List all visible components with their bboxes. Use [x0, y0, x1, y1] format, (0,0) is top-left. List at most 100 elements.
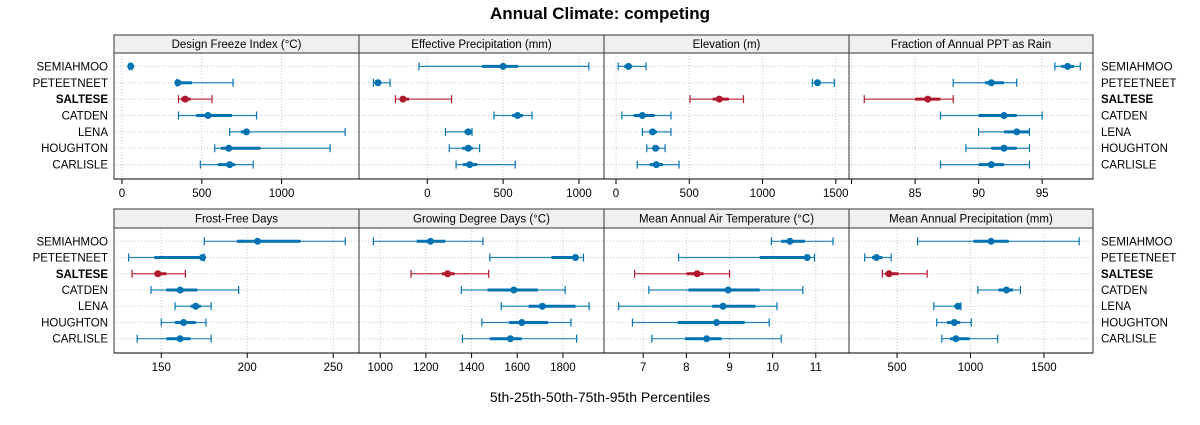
site-carlisle: [651, 334, 782, 343]
site-semiahmoo: [418, 62, 590, 71]
row-label-right: SEMIAHMOO: [1101, 61, 1173, 73]
site-peteetneet: [864, 253, 892, 262]
site-semiahmoo: [617, 62, 647, 71]
row-label-right: CARLISLE: [1101, 334, 1157, 346]
row-label-right: SALTESE: [1101, 269, 1154, 281]
x-tick-label: 7: [640, 362, 646, 374]
site-catden: [977, 286, 1022, 294]
site-catden: [493, 111, 533, 120]
row-label-left: HOUGHTON: [41, 317, 108, 329]
x-tick-label: 0: [613, 188, 619, 200]
row-label-left: LENA: [78, 301, 108, 313]
site-houghton: [214, 144, 331, 153]
x-tick-label: 200: [238, 362, 257, 374]
median-point: [538, 302, 546, 310]
site-saltese: [689, 95, 745, 104]
median-point: [952, 335, 960, 343]
row-label-right: CARLISLE: [1101, 160, 1157, 172]
site-houghton: [646, 144, 666, 153]
x-tick-label: 8: [683, 362, 689, 374]
site-lena: [978, 127, 1031, 136]
x-tick-label: 250: [324, 362, 343, 374]
site-lena: [444, 127, 473, 136]
row-label-left: CATDEN: [62, 111, 108, 123]
site-catden: [621, 111, 672, 120]
site-saltese: [177, 95, 213, 104]
median-point: [464, 144, 472, 152]
chart-title: Annual Climate: competing: [489, 4, 711, 23]
median-point: [199, 254, 207, 262]
row-label-left: LENA: [78, 127, 108, 139]
site-semiahmoo: [917, 237, 1080, 246]
site-semiahmoo: [770, 237, 834, 246]
median-point: [950, 318, 958, 326]
row-label-left: SEMIAHMOO: [36, 61, 108, 73]
site-semiahmoo: [203, 237, 346, 246]
median-point: [181, 95, 189, 103]
median-point: [254, 237, 262, 245]
median-point: [987, 237, 995, 245]
median-point: [1013, 128, 1021, 136]
panel-2: Effective Precipitation (mm) 0 500 1000: [358, 34, 605, 200]
median-point: [652, 161, 660, 169]
site-semiahmoo: [127, 62, 135, 71]
x-tick-label: 500: [494, 188, 513, 200]
median-point: [176, 286, 184, 294]
site-saltese: [881, 269, 928, 278]
panel-8: Mean Annual Precipitation (mm) 500 1000 150…: [848, 208, 1176, 374]
median-point: [464, 128, 472, 136]
panel-strip-title: Elevation (m): [693, 39, 761, 51]
row-label-right: CATDEN: [1101, 285, 1147, 297]
row-label-right: LENA: [1101, 301, 1131, 313]
median-point: [724, 286, 732, 294]
row-label-right: SEMIAHMOO: [1101, 236, 1173, 248]
site-carlisle: [939, 160, 1031, 169]
site-houghton: [160, 318, 207, 327]
row-label-right: PETEETNEET: [1101, 253, 1176, 265]
row-label-left: SALTESE: [56, 269, 109, 281]
site-peteetneet: [372, 78, 391, 87]
panel-6: Growing Degree Days (°C) 1000 1200 1400 1600…: [358, 208, 605, 374]
x-tick-label: 85: [909, 188, 922, 200]
x-tick-label: 0: [119, 188, 125, 200]
median-point: [719, 302, 727, 310]
x-tick-label: 500: [192, 188, 211, 200]
x-tick-label: 1000: [958, 362, 984, 374]
site-saltese: [863, 95, 954, 104]
median-point: [1000, 144, 1008, 152]
x-tick-label: 95: [1036, 188, 1049, 200]
site-houghton: [936, 318, 972, 327]
site-catden: [648, 286, 804, 294]
x-tick-label: 1500: [823, 188, 849, 200]
panel-strip-title: Mean Annual Air Temperature (°C): [639, 214, 814, 226]
site-lena: [618, 302, 778, 311]
x-axis-label: 5th-25th-50th-75th-95th Percentiles: [489, 389, 711, 405]
median-point: [703, 335, 711, 343]
median-point: [204, 112, 212, 119]
median-point: [885, 270, 893, 278]
site-carlisle: [461, 334, 578, 343]
row-label-right: SALTESE: [1101, 94, 1154, 106]
site-lena: [641, 127, 672, 136]
site-catden: [177, 111, 258, 120]
site-carlisle: [941, 334, 999, 343]
panel-strip-title: Frost-Free Days: [195, 214, 278, 226]
median-point: [374, 79, 382, 87]
row-label-left: CATDEN: [62, 285, 108, 297]
site-peteetneet: [952, 78, 1018, 87]
median-point: [649, 128, 657, 136]
site-catden: [150, 286, 240, 294]
x-tick-label: 0: [424, 188, 430, 200]
site-lena: [500, 302, 590, 311]
site-houghton: [965, 144, 1031, 153]
site-catden: [939, 111, 1043, 120]
site-carlisle: [455, 160, 516, 169]
site-peteetneet: [128, 253, 207, 262]
median-point: [624, 62, 632, 70]
x-tick-label: 500: [680, 188, 699, 200]
median-point: [225, 144, 233, 152]
median-point: [652, 144, 660, 152]
panel-3: Elevation (m) 0 500 1000 1500: [603, 34, 850, 200]
site-semiahmoo: [372, 237, 484, 246]
median-point: [813, 79, 821, 87]
